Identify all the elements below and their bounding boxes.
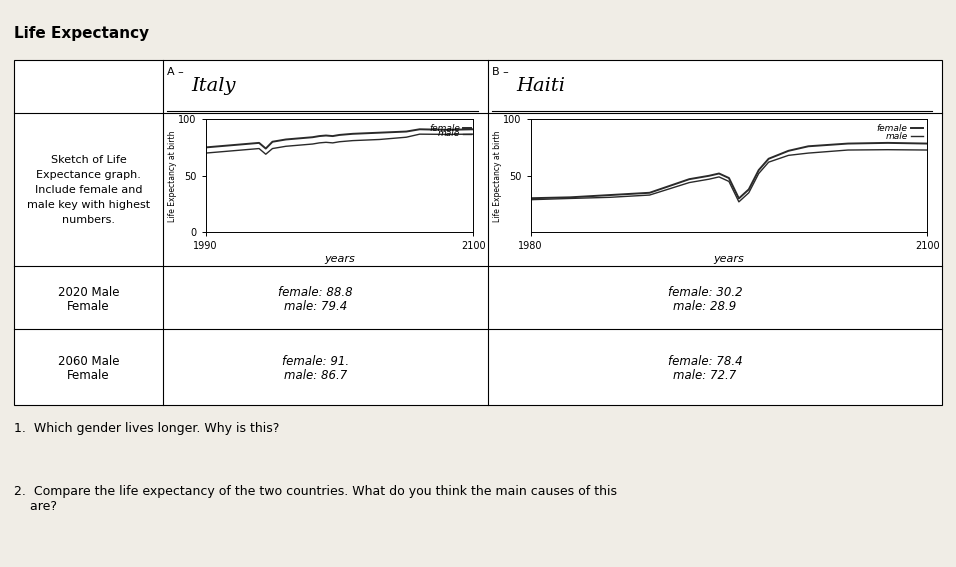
Text: male: 72.7: male: 72.7 [673,369,737,382]
Text: male: male [438,129,460,138]
Text: A –: A – [167,67,185,77]
Text: female: 78.4: female: 78.4 [667,355,743,368]
Text: Female: Female [67,300,110,312]
X-axis label: years: years [324,254,355,264]
Text: Female: Female [67,369,110,382]
Text: male: male [885,132,907,141]
Text: 2060 Male: 2060 Male [57,355,120,368]
Text: male: 86.7: male: 86.7 [284,369,347,382]
Text: Sketch of Life
Expectance graph.
Include female and
male key with highest
number: Sketch of Life Expectance graph. Include… [27,155,150,225]
Text: Italy: Italy [191,78,236,95]
Text: B –: B – [492,67,510,77]
Y-axis label: Life Expectancy at birth: Life Expectancy at birth [492,130,502,222]
Y-axis label: Life Expectancy at birth: Life Expectancy at birth [167,130,177,222]
Text: female: 88.8: female: 88.8 [278,286,353,298]
Text: 2.  Compare the life expectancy of the two countries. What do you think the main: 2. Compare the life expectancy of the tw… [14,485,618,513]
Text: female: 30.2: female: 30.2 [667,286,743,298]
Text: female: female [429,124,460,133]
Bar [14,60,942,405]
Text: 1.  Which gender lives longer. Why is this?: 1. Which gender lives longer. Why is thi… [14,422,280,435]
Text: Life Expectancy: Life Expectancy [14,26,149,40]
Text: male: 79.4: male: 79.4 [284,300,347,312]
Text: 2020 Male: 2020 Male [57,286,120,298]
Text: female: 91.: female: 91. [282,355,349,368]
X-axis label: years: years [713,254,745,264]
Text: female: female [877,124,907,133]
Text: male: 28.9: male: 28.9 [673,300,737,312]
Text: Haiti: Haiti [516,78,565,95]
